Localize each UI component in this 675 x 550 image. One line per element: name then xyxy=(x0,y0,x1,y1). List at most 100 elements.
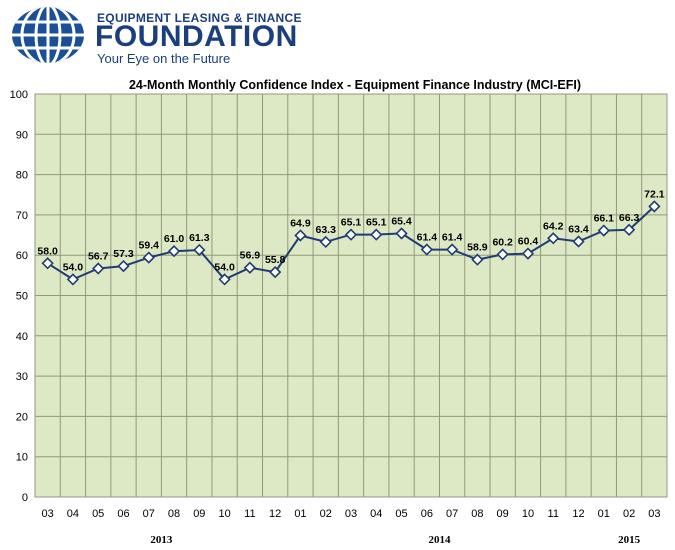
x-tick-label: 08 xyxy=(168,508,180,520)
data-label: 54.0 xyxy=(214,261,235,273)
data-point xyxy=(193,243,206,257)
data-label: 66.3 xyxy=(619,212,640,224)
data-label: 64.9 xyxy=(290,217,311,229)
data-point xyxy=(294,229,307,242)
data-label: 72.1 xyxy=(644,188,665,200)
x-tick-label: 12 xyxy=(572,508,584,520)
x-tick-label: 10 xyxy=(218,508,230,520)
data-point xyxy=(622,223,636,236)
data-label: 58.9 xyxy=(467,242,488,254)
x-tick-label: 07 xyxy=(143,508,155,520)
gridlines xyxy=(35,94,667,497)
x-tick-label: 02 xyxy=(320,508,332,520)
y-tick-label: 90 xyxy=(16,129,28,141)
data-label: 65.4 xyxy=(391,215,412,227)
data-point xyxy=(370,228,383,241)
data-label: 61.4 xyxy=(442,232,463,244)
year-label: 2013 xyxy=(150,534,173,546)
x-tick-label: 08 xyxy=(471,508,483,520)
data-point xyxy=(471,253,484,266)
data-label: 57.3 xyxy=(113,248,134,260)
x-tick-label: 04 xyxy=(370,508,382,520)
data-point xyxy=(117,259,130,273)
data-point xyxy=(243,261,257,274)
y-tick-label: 100 xyxy=(10,89,28,101)
data-label: 56.9 xyxy=(240,250,261,262)
data-label: 60.2 xyxy=(492,236,513,248)
y-tick-label: 50 xyxy=(16,291,28,303)
data-point xyxy=(572,235,585,248)
logo-tagline: Your Eye on the Future xyxy=(97,51,231,66)
x-tick-label: 11 xyxy=(548,508,559,520)
x-tick-label: 06 xyxy=(421,508,433,520)
x-tick-label: 05 xyxy=(92,508,104,520)
data-point xyxy=(547,232,560,245)
data-label: 63.4 xyxy=(568,223,589,235)
data-label: 60.4 xyxy=(518,236,539,248)
x-tick-label: 09 xyxy=(497,508,509,520)
data-labels: 58.0 54.0 56.7 57.3 59.4 61.0 61.3 54.0 56.9 55.8… xyxy=(37,188,664,273)
x-tick-label: 01 xyxy=(598,508,610,520)
data-label: 61.3 xyxy=(189,232,210,244)
data-point xyxy=(142,251,155,264)
y-axis: 0 10 20 30 40 50 60 70 80 90 100 xyxy=(10,89,28,504)
y-tick-label: 40 xyxy=(16,331,28,343)
x-tick-label: 04 xyxy=(67,508,79,520)
data-point xyxy=(420,243,433,256)
data-point xyxy=(521,247,535,260)
data-label: 64.2 xyxy=(543,220,564,232)
y-tick-label: 0 xyxy=(22,492,28,504)
y-tick-label: 10 xyxy=(16,452,28,464)
mci-efi-series xyxy=(41,200,661,286)
data-point xyxy=(445,243,459,256)
data-point xyxy=(344,228,358,241)
data-label: 56.7 xyxy=(88,250,109,262)
data-point xyxy=(66,273,80,286)
x-tick-label: 01 xyxy=(294,508,306,520)
data-point xyxy=(218,273,231,286)
x-axis: 03 04 05 06 07 08 09 10 11 12 01 02 03 04 05 06 07 08 09 10… xyxy=(42,508,661,520)
data-point xyxy=(269,265,282,279)
year-labels: 2013 2014 2015 xyxy=(150,534,640,546)
x-tick-label: 03 xyxy=(345,508,357,520)
chart-title: 24-Month Monthly Confidence Index - Equi… xyxy=(129,78,581,92)
x-tick-label: 03 xyxy=(648,508,660,520)
data-label: 58.0 xyxy=(37,245,58,257)
data-label: 63.3 xyxy=(316,224,337,236)
x-tick-label: 12 xyxy=(269,508,281,520)
foundation-logo: EQUIPMENT LEASING & FINANCE FOUNDATION Y… xyxy=(8,4,318,66)
x-tick-label: 03 xyxy=(42,508,54,520)
y-tick-label: 60 xyxy=(16,250,28,262)
y-tick-label: 80 xyxy=(16,170,28,182)
data-label: 54.0 xyxy=(63,261,84,273)
x-tick-label: 07 xyxy=(446,508,458,520)
data-point xyxy=(319,235,332,249)
data-label: 55.8 xyxy=(265,254,286,266)
globe-icon xyxy=(12,7,84,63)
x-tick-label: 06 xyxy=(117,508,129,520)
x-tick-label: 10 xyxy=(522,508,534,520)
year-label: 2014 xyxy=(428,534,451,546)
data-point xyxy=(648,200,661,213)
y-tick-label: 20 xyxy=(16,411,28,423)
x-tick-label: 11 xyxy=(244,508,255,520)
data-label: 66.1 xyxy=(594,213,615,225)
logo-org-name: FOUNDATION xyxy=(95,20,298,53)
x-tick-label: 09 xyxy=(193,508,205,520)
data-point xyxy=(496,248,509,261)
data-label: 59.4 xyxy=(139,240,160,252)
x-tick-label: 05 xyxy=(395,508,407,520)
logo-org-top: EQUIPMENT LEASING & FINANCE xyxy=(97,11,302,25)
data-label: 65.1 xyxy=(366,217,387,229)
y-tick-label: 70 xyxy=(16,210,28,222)
data-label: 61.0 xyxy=(164,233,185,245)
data-point xyxy=(92,262,105,275)
data-point xyxy=(597,224,610,237)
year-label: 2015 xyxy=(618,534,641,546)
data-label: 65.1 xyxy=(341,217,362,229)
y-tick-label: 30 xyxy=(16,371,28,383)
data-point xyxy=(167,245,181,258)
data-point xyxy=(41,257,54,270)
x-tick-label: 02 xyxy=(623,508,635,520)
